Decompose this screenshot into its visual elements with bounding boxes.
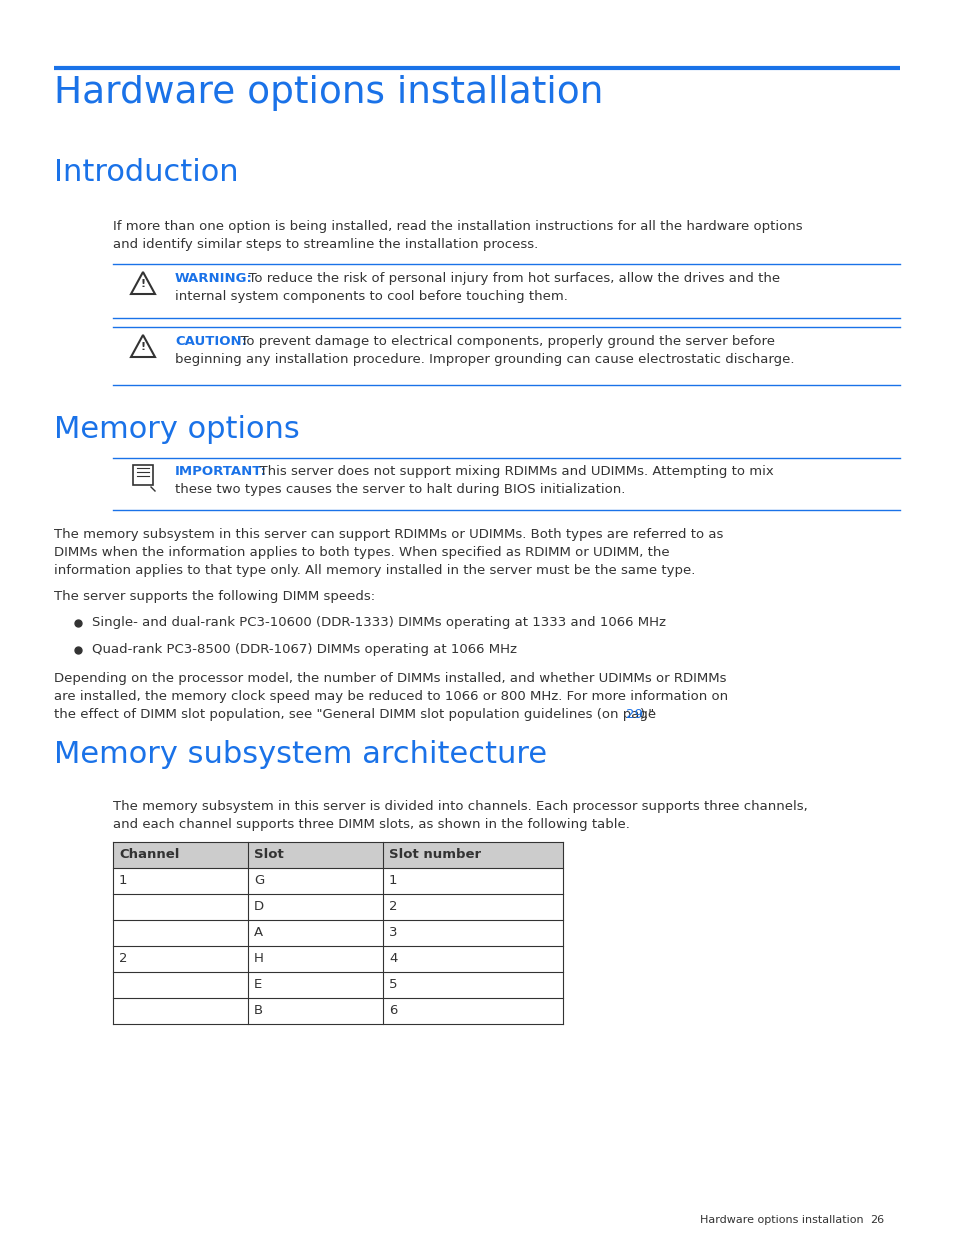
Text: G: G [253, 874, 264, 888]
Text: Depending on the processor model, the number of DIMMs installed, and whether UDI: Depending on the processor model, the nu… [54, 672, 726, 685]
Text: 2: 2 [389, 900, 397, 914]
Text: CAUTION:: CAUTION: [174, 335, 247, 348]
Text: 1: 1 [119, 874, 128, 888]
Text: This server does not support mixing RDIMMs and UDIMMs. Attempting to mix: This server does not support mixing RDIM… [251, 466, 773, 478]
Text: 4: 4 [389, 952, 397, 966]
Text: these two types causes the server to halt during BIOS initialization.: these two types causes the server to hal… [174, 483, 625, 496]
Text: information applies to that type only. All memory installed in the server must b: information applies to that type only. A… [54, 564, 695, 577]
Text: IMPORTANT:: IMPORTANT: [174, 466, 267, 478]
Text: The server supports the following DIMM speeds:: The server supports the following DIMM s… [54, 590, 375, 603]
Text: Slot: Slot [253, 848, 283, 862]
Text: The memory subsystem in this server can support RDIMMs or UDIMMs. Both types are: The memory subsystem in this server can … [54, 529, 722, 541]
Text: WARNING:: WARNING: [174, 272, 253, 285]
Text: !: ! [140, 279, 146, 289]
Text: and each channel supports three DIMM slots, as shown in the following table.: and each channel supports three DIMM slo… [112, 818, 629, 831]
Text: Hardware options installation: Hardware options installation [54, 75, 602, 111]
Text: 1: 1 [389, 874, 397, 888]
Text: Introduction: Introduction [54, 158, 238, 186]
Text: DIMMs when the information applies to both types. When specified as RDIMM or UDI: DIMMs when the information applies to bo… [54, 546, 669, 559]
Text: D: D [253, 900, 264, 914]
Text: Quad-rank PC3-8500 (DDR-1067) DIMMs operating at 1066 MHz: Quad-rank PC3-8500 (DDR-1067) DIMMs oper… [91, 643, 517, 656]
Text: 6: 6 [389, 1004, 397, 1018]
Text: !: ! [140, 342, 146, 352]
Text: 3: 3 [389, 926, 397, 940]
Text: 29: 29 [625, 708, 642, 721]
Text: ).": )." [639, 708, 655, 721]
Text: E: E [253, 978, 262, 992]
Text: Memory subsystem architecture: Memory subsystem architecture [54, 740, 547, 769]
Text: H: H [253, 952, 264, 966]
Text: To prevent damage to electrical components, properly ground the server before: To prevent damage to electrical componen… [232, 335, 774, 348]
Text: 5: 5 [389, 978, 397, 992]
Text: and identify similar steps to streamline the installation process.: and identify similar steps to streamline… [112, 238, 537, 251]
Text: are installed, the memory clock speed may be reduced to 1066 or 800 MHz. For mor: are installed, the memory clock speed ma… [54, 690, 727, 703]
Text: Hardware options installation: Hardware options installation [700, 1215, 862, 1225]
Text: Slot number: Slot number [389, 848, 480, 862]
Text: If more than one option is being installed, read the installation instructions f: If more than one option is being install… [112, 220, 801, 233]
Bar [112, 842, 562, 868]
Bar [132, 466, 152, 485]
Text: Channel: Channel [119, 848, 179, 862]
Text: the effect of DIMM slot population, see "General DIMM slot population guidelines: the effect of DIMM slot population, see … [54, 708, 659, 721]
Text: 2: 2 [119, 952, 128, 966]
Text: Single- and dual-rank PC3-10600 (DDR-1333) DIMMs operating at 1333 and 1066 MHz: Single- and dual-rank PC3-10600 (DDR-133… [91, 616, 665, 629]
Text: beginning any installation procedure. Improper grounding can cause electrostatic: beginning any installation procedure. Im… [174, 353, 794, 366]
Text: A: A [253, 926, 263, 940]
Text: Memory options: Memory options [54, 415, 299, 445]
Text: B: B [253, 1004, 263, 1018]
Text: The memory subsystem in this server is divided into channels. Each processor sup: The memory subsystem in this server is d… [112, 800, 807, 813]
Text: To reduce the risk of personal injury from hot surfaces, allow the drives and th: To reduce the risk of personal injury fr… [240, 272, 780, 285]
Text: 26: 26 [869, 1215, 883, 1225]
Text: internal system components to cool before touching them.: internal system components to cool befor… [174, 290, 567, 303]
